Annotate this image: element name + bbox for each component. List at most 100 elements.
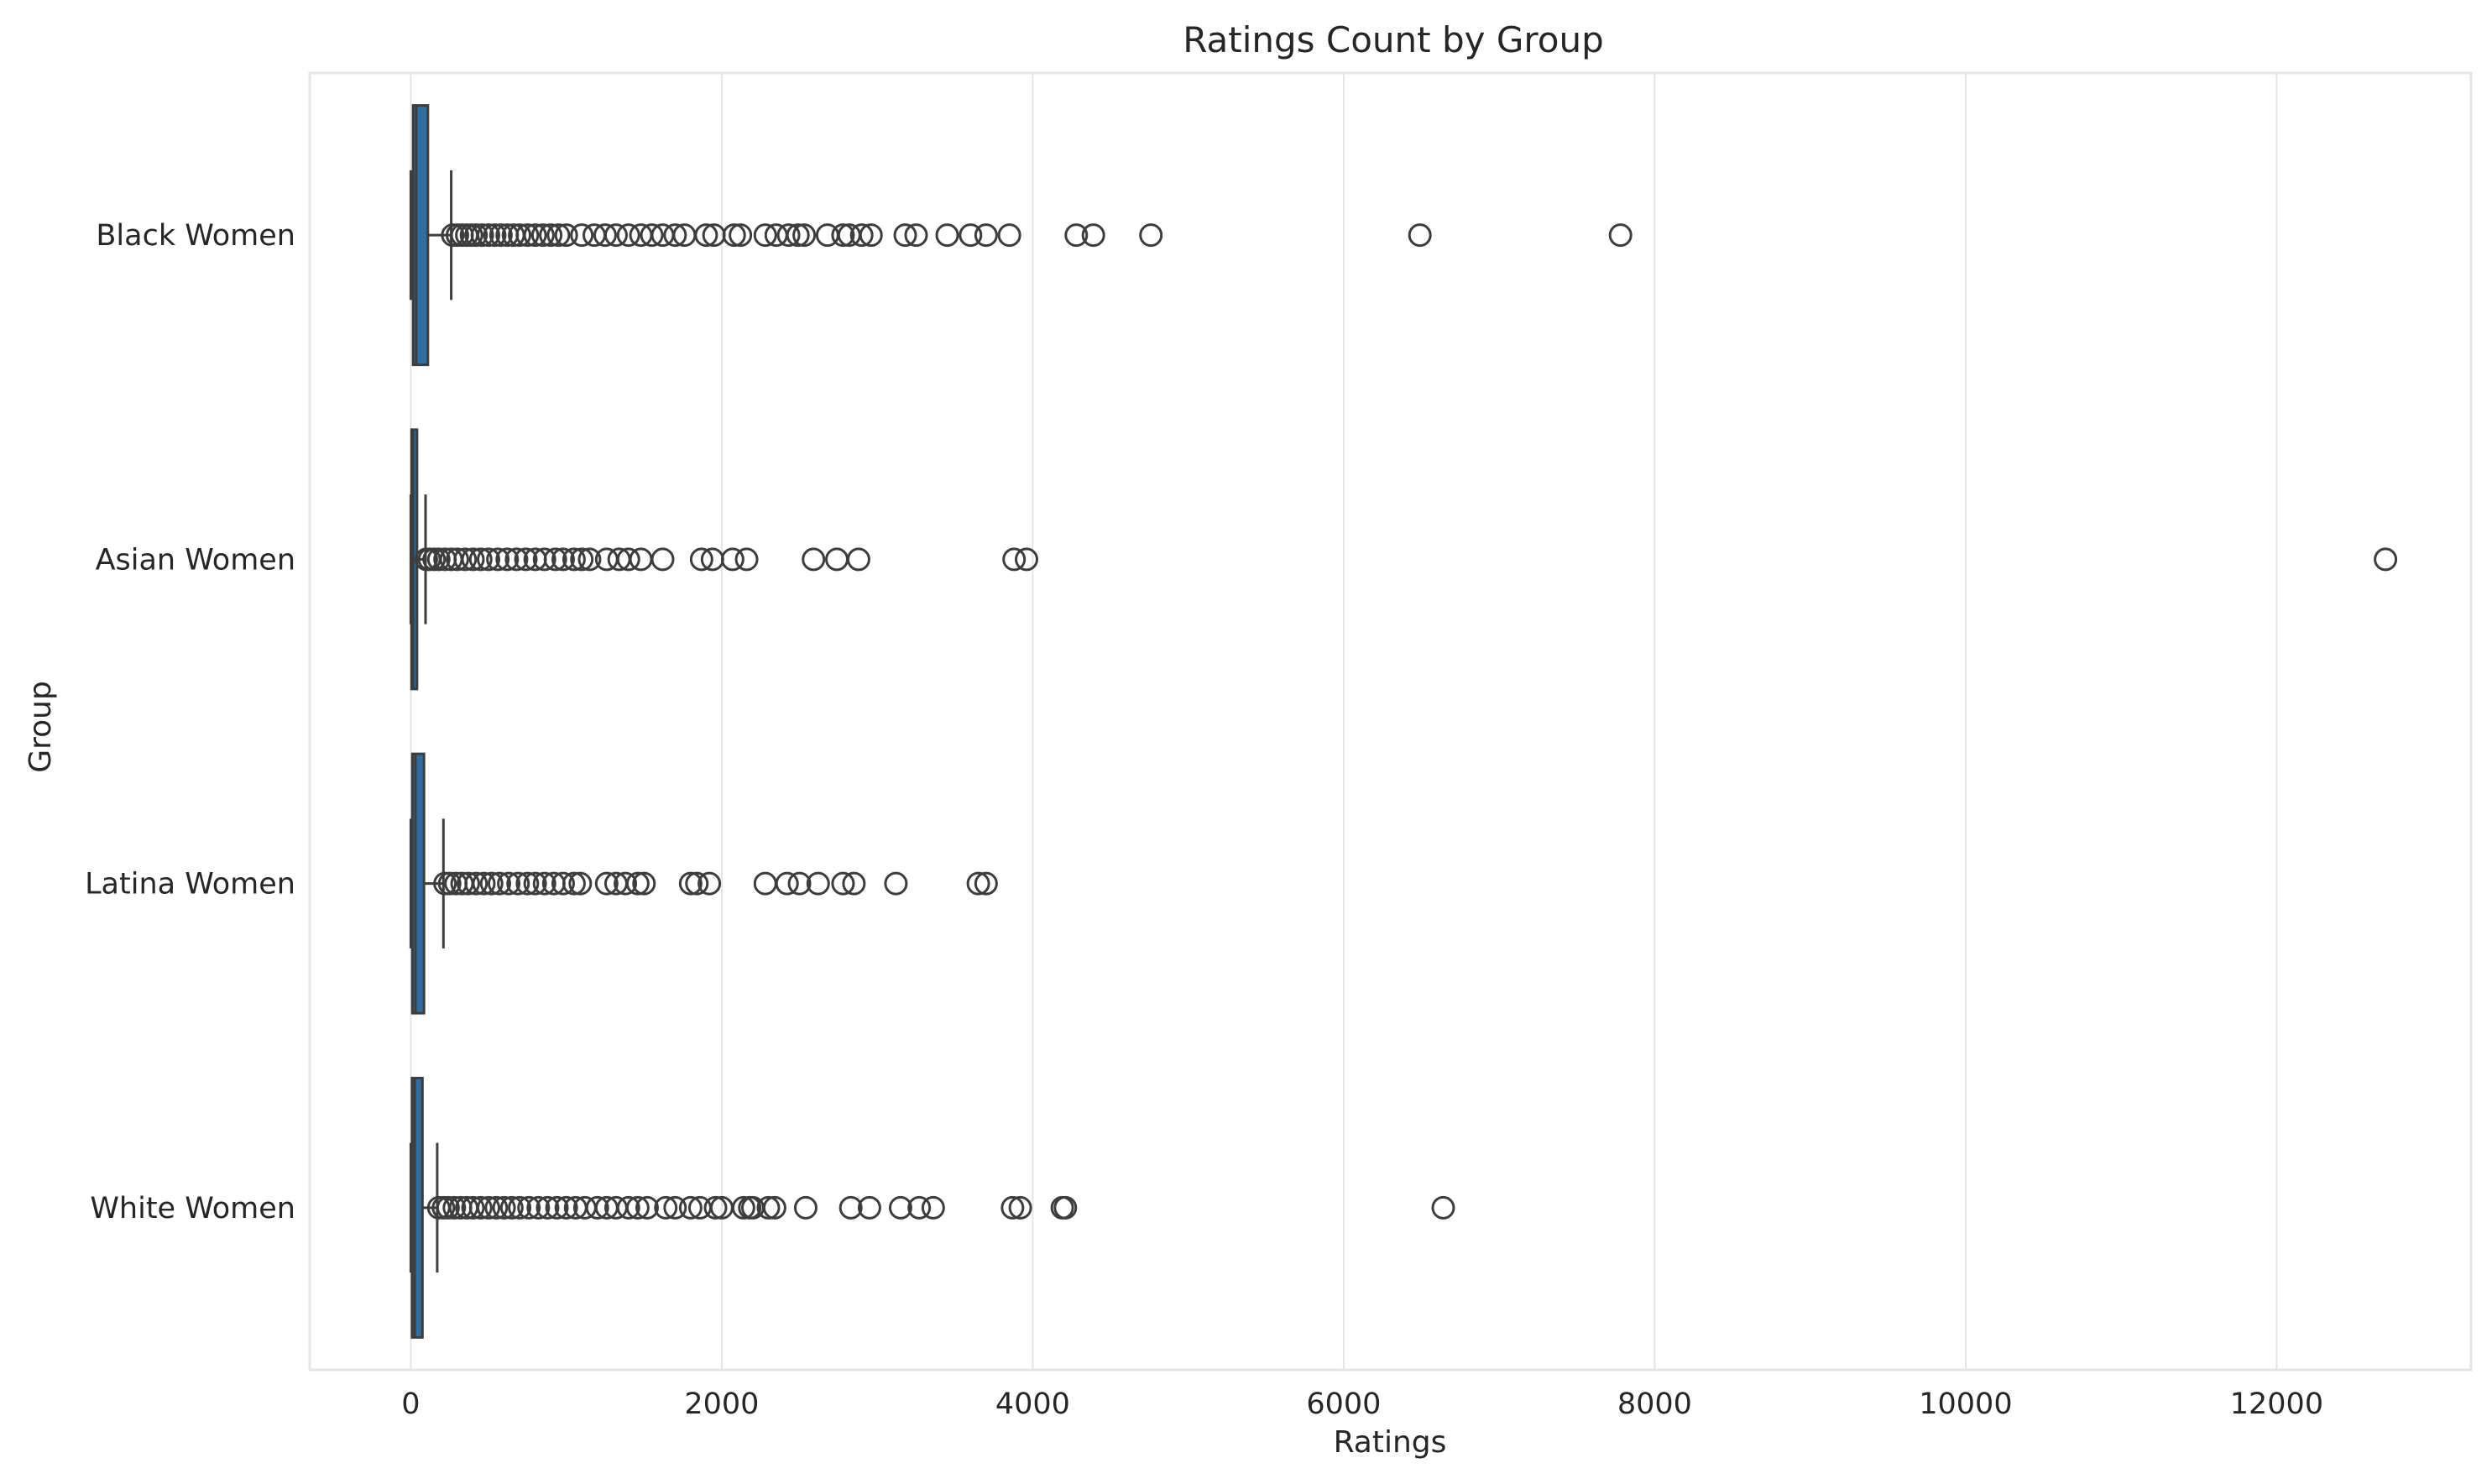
outlier-point: [1008, 1195, 1032, 1220]
outlier-point: [857, 1195, 881, 1220]
outlier-point: [495, 547, 520, 572]
outlier-point: [842, 871, 866, 896]
outlier-point: [849, 223, 874, 248]
outlier-point: [532, 547, 556, 572]
outlier-point: [907, 1195, 932, 1220]
outlier-point: [640, 223, 664, 248]
outlier-point: [562, 547, 586, 572]
outlier-point: [614, 871, 638, 896]
outlier-point: [632, 871, 656, 896]
outlier-point: [731, 1195, 755, 1220]
outlier-point: [568, 871, 593, 896]
outlier-point: [974, 223, 998, 248]
outlier-point: [477, 223, 501, 248]
box-group: [409, 428, 2398, 691]
box-group: [409, 104, 1633, 367]
outlier-point: [545, 1195, 569, 1220]
outlier-point: [762, 1195, 786, 1220]
outlier-point: [499, 1195, 524, 1220]
outlier-point: [678, 871, 703, 896]
outlier-point: [689, 547, 713, 572]
box-group: [409, 752, 998, 1015]
x-tick-label: 2000: [684, 1387, 759, 1421]
x-tick-label: 10000: [1919, 1387, 2012, 1421]
outlier-point: [492, 1195, 516, 1220]
outlier-point: [546, 223, 571, 248]
outlier-point: [464, 223, 488, 248]
outlier-point: [1608, 223, 1633, 248]
outlier-point: [1053, 1195, 1078, 1220]
y-tick-label: Latina Women: [85, 868, 295, 901]
outlier-point: [483, 223, 507, 248]
outlier-point: [477, 547, 501, 572]
outlier-point: [523, 871, 547, 896]
outlier-point: [793, 1195, 818, 1220]
x-tick-label: 6000: [1306, 1387, 1381, 1421]
outlier-point: [1081, 223, 1105, 248]
outlier-point: [1002, 547, 1027, 572]
outlier-point: [1408, 223, 1432, 248]
outlier-point: [426, 547, 451, 572]
x-axis-label: Ratings: [1334, 1425, 1447, 1460]
outlier-point: [523, 223, 547, 248]
outlier-point: [802, 547, 826, 572]
outlier-point: [888, 1195, 912, 1220]
outlier-point: [625, 1195, 650, 1220]
x-tick-label: 4000: [995, 1387, 1070, 1421]
outlier-point: [514, 547, 538, 572]
outlier-point: [472, 871, 496, 896]
grid-lines: [410, 73, 2278, 1370]
plot-frame: [308, 71, 2473, 1372]
outlier-point: [616, 1195, 640, 1220]
outlier-point: [635, 1195, 659, 1220]
outlier-point: [461, 1195, 485, 1220]
outlier-point: [616, 547, 640, 572]
outlier-point: [806, 871, 830, 896]
outlier-point: [484, 1195, 509, 1220]
x-tick-label: 12000: [2230, 1387, 2323, 1421]
outlier-point: [694, 223, 718, 248]
outlier-point: [486, 547, 510, 572]
outlier-point: [453, 547, 478, 572]
outlier-point: [1015, 547, 1039, 572]
outlier-point: [517, 1195, 541, 1220]
outlier-point: [477, 1195, 501, 1220]
outlier-point: [539, 223, 563, 248]
y-tick-label: Asian Women: [96, 543, 295, 577]
outlier-point: [629, 547, 653, 572]
outlier-point: [515, 223, 540, 248]
outlier-point: [959, 223, 983, 248]
outlier-point: [445, 547, 469, 572]
outlier-point: [654, 1195, 678, 1220]
outlier-point: [775, 871, 799, 896]
outlier-point: [650, 547, 675, 572]
outlier-point: [504, 547, 529, 572]
outlier-point: [904, 223, 928, 248]
outlier-point: [756, 1195, 781, 1220]
outlier-point: [468, 1195, 493, 1220]
outlier-point: [570, 223, 594, 248]
outlier-point: [554, 223, 578, 248]
outlier-point: [437, 871, 462, 896]
outlier-point: [506, 871, 530, 896]
outlier-point: [697, 871, 722, 896]
box-group: [409, 1076, 1455, 1339]
outlier-point: [893, 223, 917, 248]
outlier-point: [825, 547, 849, 572]
outlier-point: [966, 871, 990, 896]
x-tick-label: 0: [401, 1387, 420, 1421]
outlier-point: [831, 871, 855, 896]
outlier-point: [839, 1195, 863, 1220]
iqr-box: [410, 752, 426, 1015]
outlier-point: [551, 871, 575, 896]
outlier-point: [776, 223, 801, 248]
outlier-point: [685, 871, 709, 896]
outlier-point: [554, 1195, 578, 1220]
outlier-point: [479, 871, 504, 896]
outlier-point: [703, 1195, 728, 1220]
outlier-point: [508, 1195, 532, 1220]
outlier-point: [594, 871, 619, 896]
outlier-point: [787, 871, 812, 896]
y-tick-label: Black Women: [96, 219, 295, 253]
